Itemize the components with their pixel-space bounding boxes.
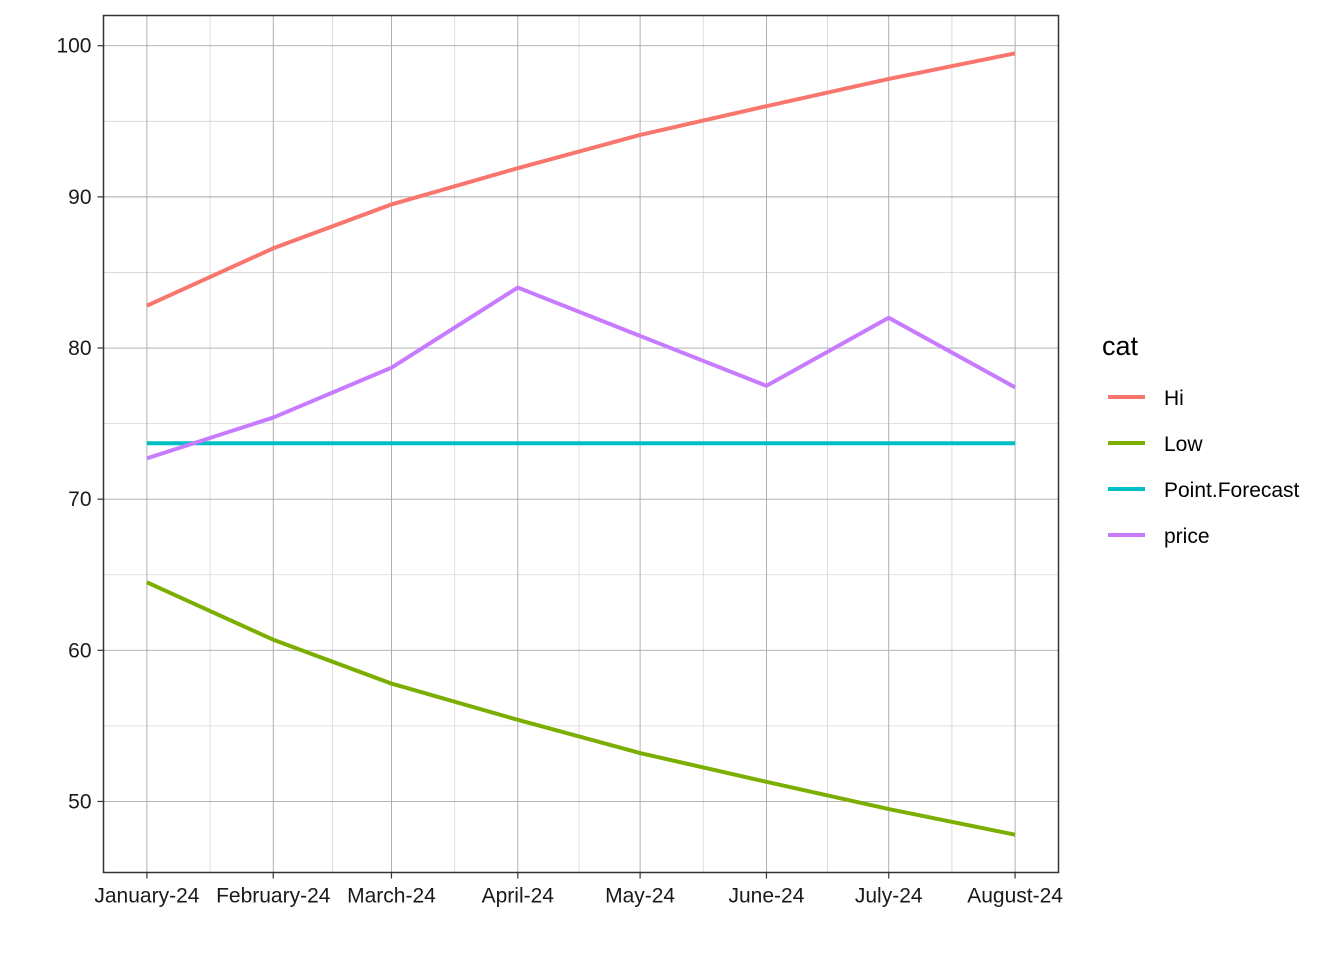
legend-items: Hi Low Point.Forecast price bbox=[1108, 387, 1300, 548]
x-tick-label: August-24 bbox=[967, 885, 1063, 908]
series-line-hi bbox=[146, 51, 1016, 308]
y-tick-label: 100 bbox=[56, 35, 91, 58]
series-line-low bbox=[146, 580, 1016, 837]
y-tick-label: 70 bbox=[68, 488, 91, 511]
legend-label-low: Low bbox=[1164, 433, 1203, 456]
x-tick-label: February-24 bbox=[216, 885, 331, 908]
y-tick-label: 50 bbox=[68, 790, 91, 813]
plot-panel-border bbox=[102, 14, 1060, 874]
y-tick-label: 60 bbox=[68, 639, 91, 662]
legend-label-price: price bbox=[1164, 525, 1210, 548]
legend-label-point-forecast: Point.Forecast bbox=[1164, 479, 1300, 502]
series-line-price bbox=[146, 285, 1017, 461]
series-lines bbox=[146, 51, 1017, 837]
x-tick-label: January-24 bbox=[94, 885, 199, 908]
legend-label-hi: Hi bbox=[1164, 387, 1184, 410]
legend-title: cat bbox=[1102, 331, 1139, 361]
x-tick-label: June-24 bbox=[729, 885, 805, 908]
x-tick-label: July-24 bbox=[855, 885, 923, 908]
x-tick-label: May-24 bbox=[605, 885, 675, 908]
legend: cat Hi Low Point.Forecast price bbox=[1102, 331, 1300, 548]
x-axis: January-24 February-24 March-24 April-24 May… bbox=[94, 872, 1063, 908]
y-tick-label: 80 bbox=[68, 337, 91, 360]
y-tick-label: 90 bbox=[68, 186, 91, 209]
x-tick-label: March-24 bbox=[347, 885, 436, 908]
x-tick-label: April-24 bbox=[482, 885, 555, 908]
y-axis: 50 60 70 80 90 100 bbox=[56, 35, 104, 813]
